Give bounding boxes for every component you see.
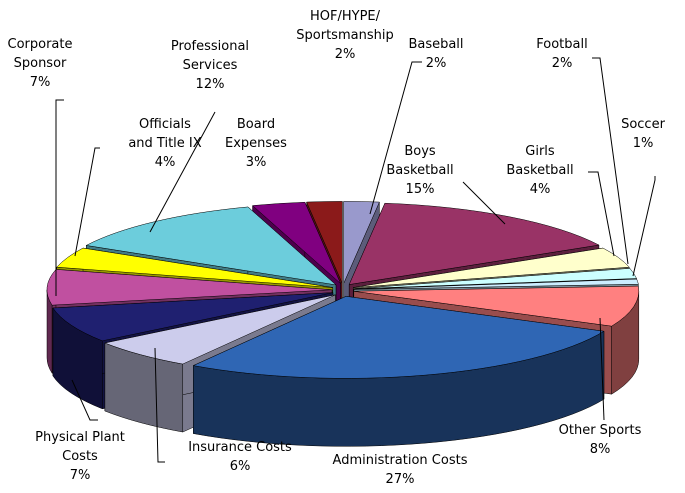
slice [192,295,605,447]
slice-label-line: HOF/HYPE/ [310,9,381,24]
slice-top [353,285,640,327]
slice-label: Boys Basketball [386,144,453,178]
leader-line [74,147,100,257]
slice-top [353,278,639,290]
slice-label: Board Expenses [225,117,287,151]
slice-label: Insurance Costs [188,440,292,455]
slice-value-label: 27% [386,472,415,487]
slice-value-label: 12% [196,77,225,92]
slice-label-line: Basketball [386,163,453,178]
slice-label-line: Services [183,58,238,73]
slice-label-line: Sponsor [14,56,67,71]
slice-top [52,292,333,342]
slice-value-label: 1% [633,136,654,151]
slice-label-line: Football [536,37,587,52]
slice-label-line: Officials [139,117,191,132]
slice-label-line: Board [237,117,275,132]
leader-line [588,171,615,257]
slice-label-line: Baseball [408,37,463,52]
slice-value-label: 7% [70,468,91,483]
slice-top [348,202,600,285]
slice-label: Soccer [621,117,665,132]
slice-top [56,247,333,288]
slice-label-line: Soccer [621,117,665,132]
slice-label-line: Other Sports [559,423,642,438]
slice-label-line: Expenses [225,136,287,151]
leader-line [369,61,422,215]
slice-label: Officials and Title IX [128,117,201,151]
slice-label-line: Costs [62,449,98,464]
leader-line [632,176,656,277]
slice-top [85,206,337,286]
slice-label-line: Sportsmanship [296,28,393,43]
slice-top [306,201,343,284]
slice-value-label: 3% [246,155,267,170]
slice-label-line: Corporate [8,37,73,52]
leader-line [599,317,605,421]
slice-label: HOF/HYPE/Sportsmanship [296,9,393,43]
leader-line [592,57,629,265]
slice-top [192,296,605,379]
slice-label-line: Girls [525,144,555,159]
slice-label: Baseball [408,37,463,52]
leader-line [154,347,165,463]
slice-value-label: 7% [30,75,51,90]
leader-line [462,181,506,225]
leader-line [71,379,98,421]
slice-label-line: Administration Costs [333,453,468,468]
slice-label: Football [536,37,587,52]
slice-value-label: 8% [590,442,611,457]
slice-value-label: 2% [426,56,447,71]
slice-value-label: 15% [406,182,435,197]
slice-value-label: 6% [230,459,251,474]
slice-value-label: 4% [530,182,551,197]
slice-top [353,247,630,288]
slice-label: Other Sports [559,423,642,438]
leader-line [55,99,64,296]
slice-value-label: 4% [155,155,176,170]
slice-top [251,201,341,284]
slice-label: Professional Services [171,39,249,73]
slice-label: Administration Costs [333,453,468,468]
slice-value-label: 2% [335,47,356,62]
slice-label-line: and Title IX [128,136,201,151]
slice-label-line: Boys [404,144,436,159]
slice-label-line: Physical Plant [35,430,125,445]
slice-label: Physical Plant Costs [35,430,125,464]
slice-value-label: 2% [552,56,573,71]
slice-label: Corporate Sponsor [8,37,73,71]
slice-top [46,269,333,306]
slice-label-line: Insurance Costs [188,440,292,455]
slice-top [343,201,380,284]
leader-line [149,111,216,233]
slice-label: Girls Basketball [506,144,573,178]
slice-label-line: Basketball [506,163,573,178]
slice-top [104,294,336,365]
slice-label-line: Professional [171,39,249,54]
